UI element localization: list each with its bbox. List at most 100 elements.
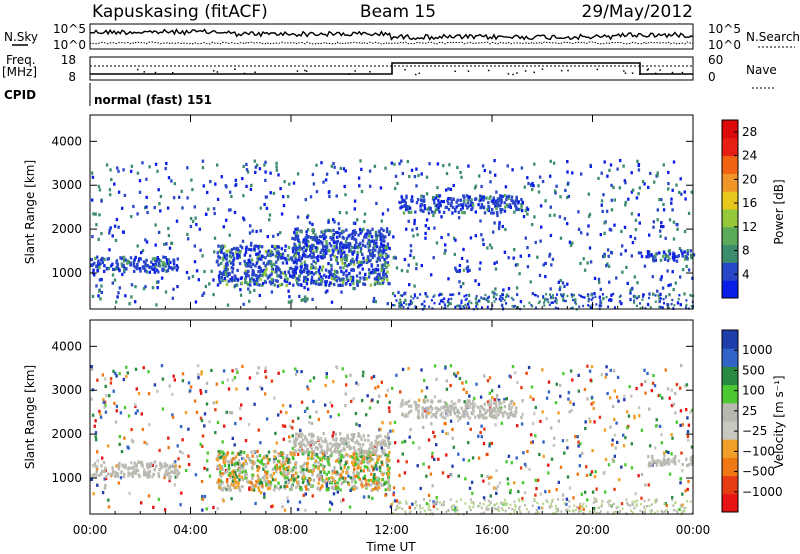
echo-cell [342, 236, 345, 240]
echo-cell [387, 487, 390, 491]
echo-cell [454, 207, 457, 211]
echo-cell [386, 242, 390, 246]
echo-cell [213, 250, 216, 254]
echo-cell [646, 505, 648, 508]
echo-cell [538, 175, 542, 179]
echo-cell [562, 293, 565, 296]
echo-cell [335, 279, 339, 283]
echo-cell [281, 424, 285, 428]
echo-cell [152, 267, 156, 272]
echo-cell [636, 159, 639, 163]
echo-cell [335, 470, 339, 474]
echo-cell [446, 300, 450, 304]
echo-cell [214, 182, 217, 186]
echo-cell [419, 208, 422, 212]
echo-cell [466, 411, 469, 415]
echo-cell [387, 445, 390, 449]
echo-cell [640, 428, 644, 432]
echo-cell [415, 227, 418, 231]
echo-cell [260, 387, 264, 391]
echo-cell [305, 438, 309, 442]
echo-cell [374, 230, 378, 234]
echo-cell [336, 481, 340, 485]
echo-cell [563, 284, 566, 288]
echo-cell [206, 451, 209, 455]
echo-cell [357, 280, 360, 284]
echo-cell [179, 425, 183, 429]
echo-cell [104, 483, 107, 487]
echo-cell [659, 292, 662, 296]
echo-cell [240, 475, 244, 479]
echo-cell [318, 265, 322, 269]
echo-cell [378, 258, 381, 262]
echo-cell [111, 234, 114, 238]
echo-cell [227, 387, 231, 391]
echo-cell [260, 480, 263, 484]
echo-cell [345, 228, 348, 232]
echo-cell [286, 471, 289, 475]
echo-cell [167, 176, 171, 180]
echo-cell [296, 276, 299, 281]
echo-cell [216, 420, 220, 424]
echo-cell [323, 439, 327, 443]
echo-cell [262, 476, 265, 480]
echo-cell [329, 442, 332, 446]
echo-cell [371, 254, 375, 258]
echo-cell [165, 269, 168, 273]
echo-cell [502, 501, 505, 505]
echo-cell [320, 248, 323, 252]
echo-cell [259, 441, 262, 445]
echo-cell [173, 468, 177, 472]
echo-cell [303, 450, 306, 454]
echo-cell [375, 201, 378, 205]
echo-cell [510, 461, 513, 465]
echo-cell [221, 472, 224, 476]
echo-cell [386, 278, 389, 282]
echo-cell [314, 459, 317, 463]
echo-cell [624, 249, 627, 253]
echo-cell [474, 184, 478, 188]
echo-cell [615, 506, 618, 509]
echo-cell [329, 415, 332, 419]
echo-cell [656, 498, 658, 501]
echo-cell [447, 201, 450, 206]
echo-cell [612, 502, 615, 506]
echo-cell [293, 260, 297, 264]
echo-cell [178, 195, 181, 199]
echo-cell [608, 227, 612, 231]
echo-cell [302, 240, 305, 244]
echo-cell [312, 450, 316, 454]
echo-cell [93, 462, 97, 466]
echo-cell [311, 473, 314, 477]
echo-cell [537, 301, 540, 305]
echo-cell [485, 416, 488, 420]
echo-cell [199, 388, 202, 393]
echo-cell [678, 294, 681, 297]
echo-cell [153, 468, 156, 472]
echo-cell [427, 508, 430, 511]
echo-cell [236, 462, 239, 466]
echo-cell [462, 247, 465, 251]
echo-cell [368, 447, 371, 451]
echo-cell [429, 472, 433, 476]
echo-cell [235, 367, 238, 371]
echo-cell [297, 448, 300, 452]
echo-cell [362, 227, 365, 231]
echo-cell [460, 498, 463, 501]
echo-cell [310, 445, 313, 450]
echo-cell [420, 194, 423, 198]
echo-cell [291, 250, 295, 254]
echo-cell [115, 464, 118, 468]
nave-tick-high: 60 [708, 53, 723, 67]
echo-cell [340, 472, 343, 477]
echo-cell [431, 407, 434, 411]
echo-cell [396, 181, 399, 186]
echo-cell [343, 441, 346, 445]
echo-cell [385, 265, 388, 269]
echo-cell [335, 274, 338, 278]
echo-cell [488, 295, 490, 299]
echo-cell [197, 376, 200, 380]
echo-cell [325, 228, 329, 233]
echo-cell [513, 371, 517, 375]
echo-cell [115, 217, 119, 222]
